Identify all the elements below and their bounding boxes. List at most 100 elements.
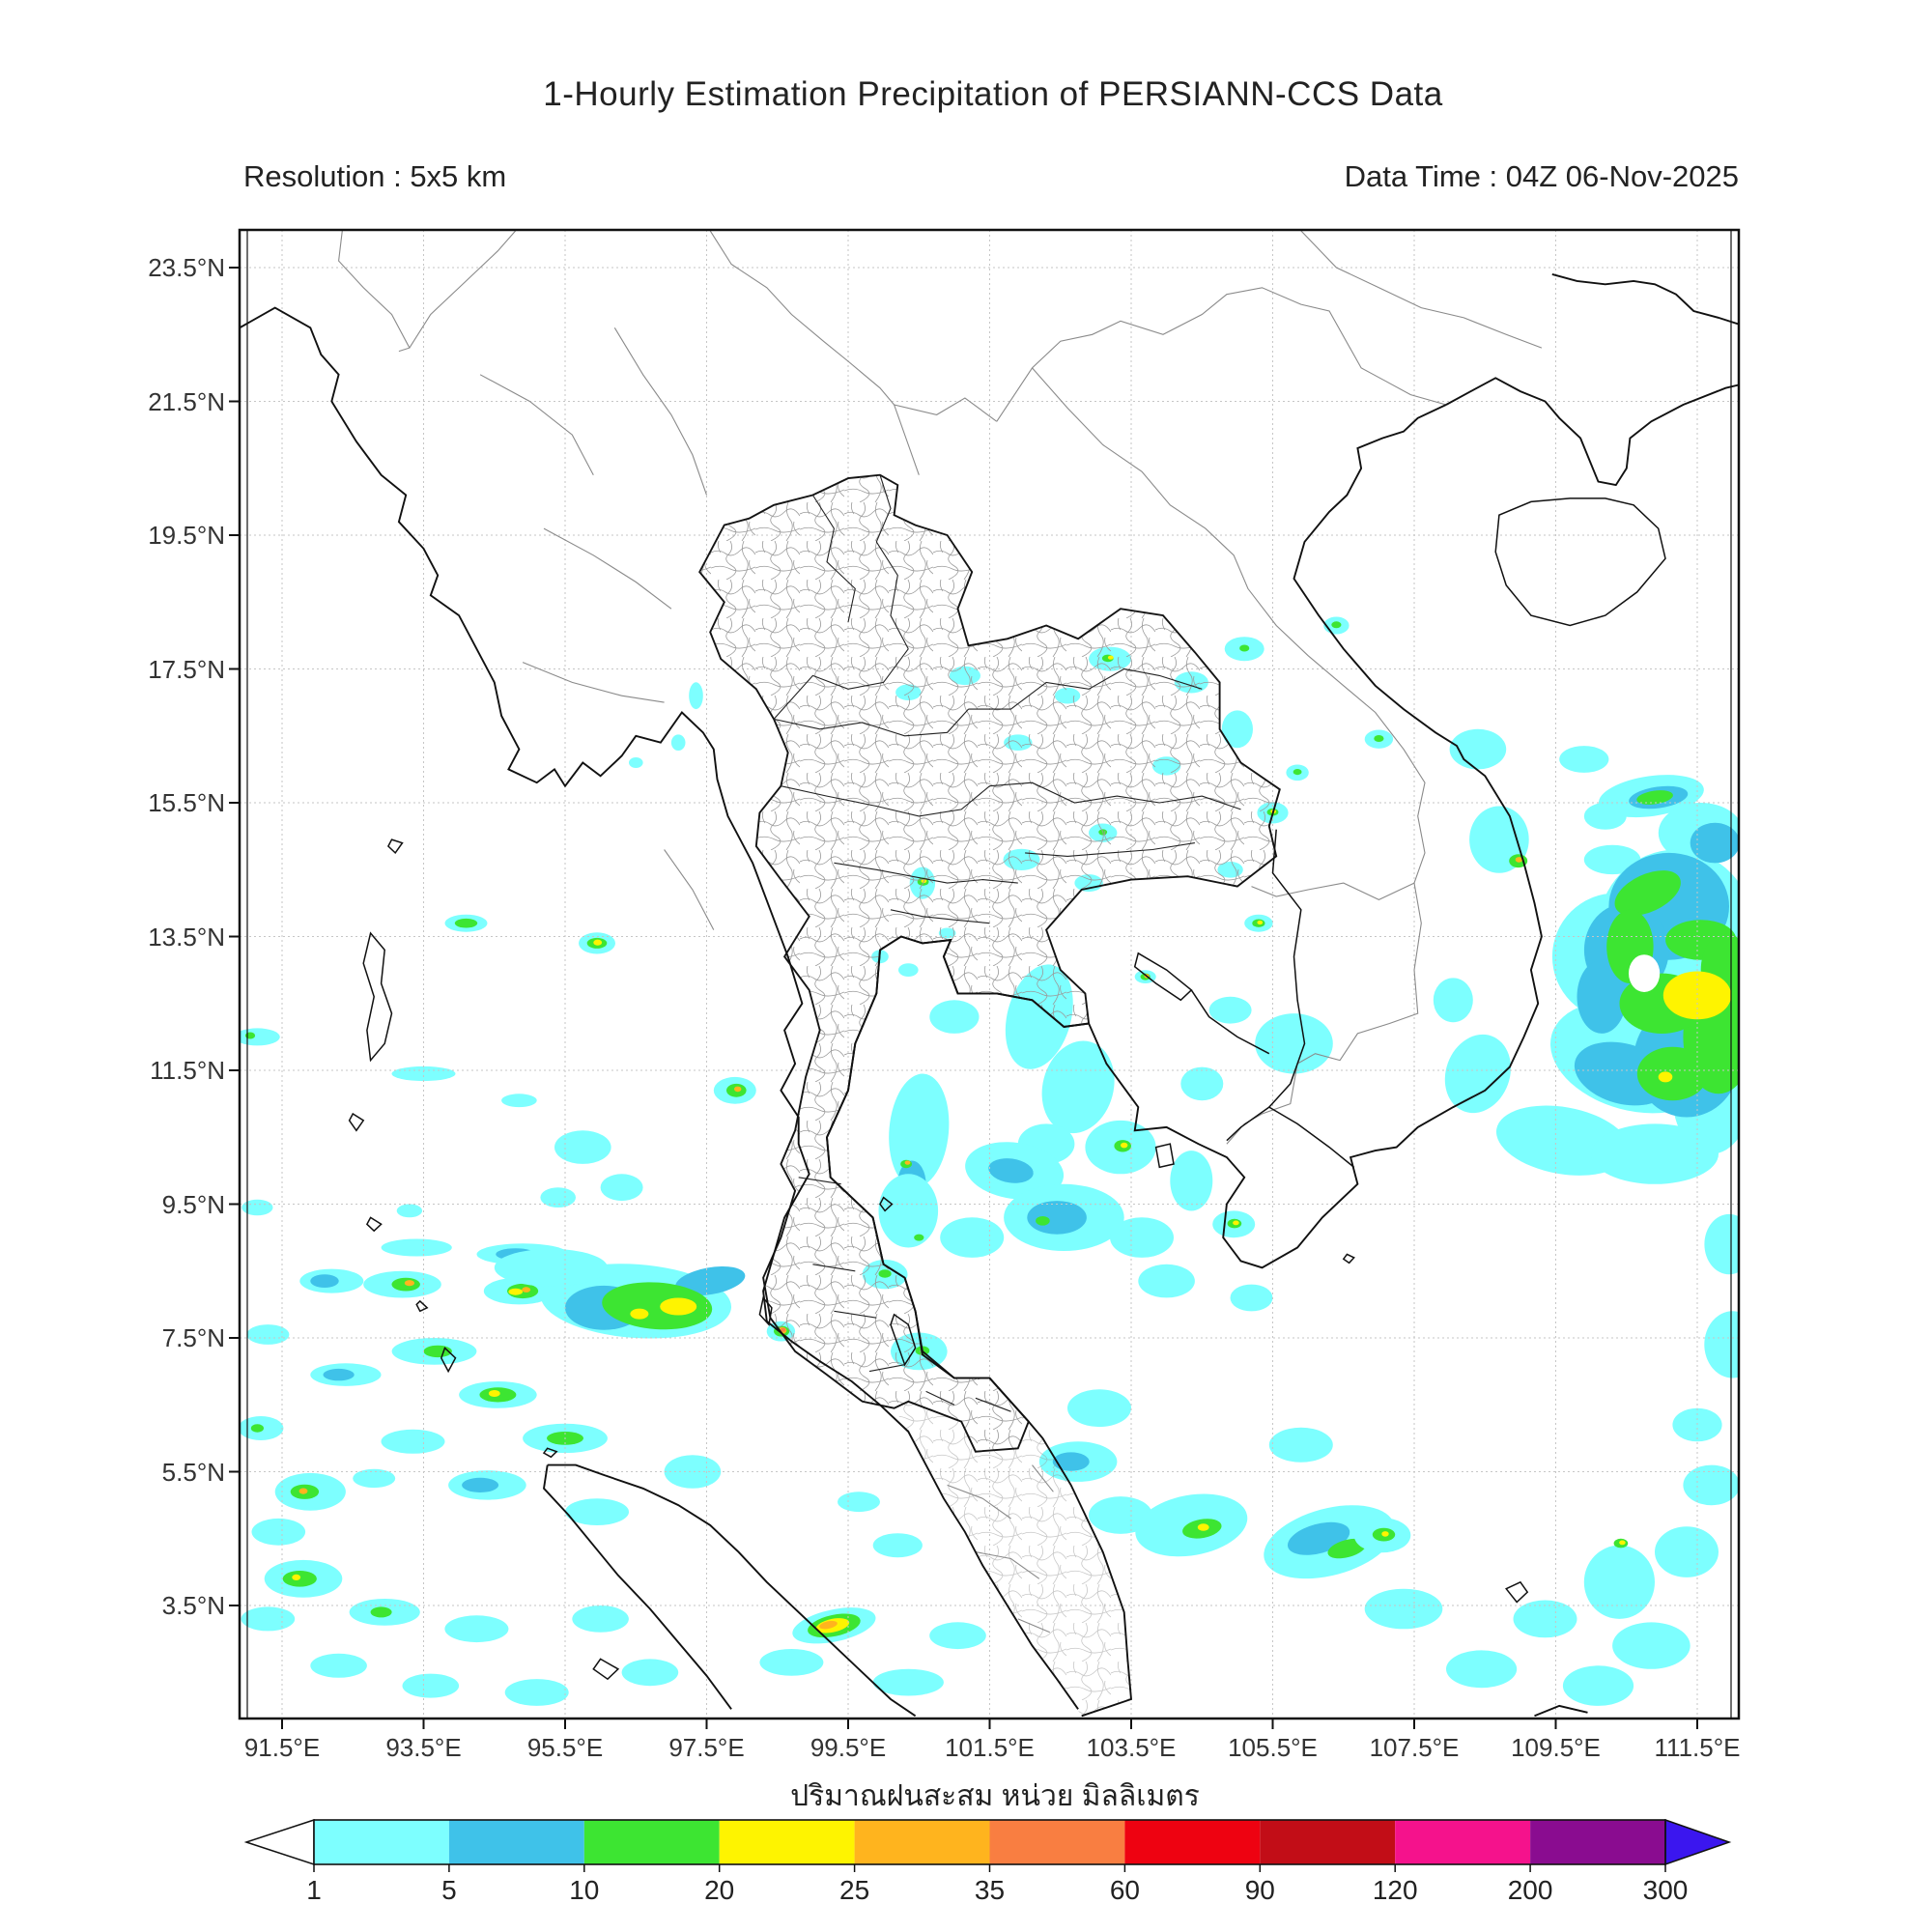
y-tick-label: 7.5°N [161, 1323, 225, 1352]
precip-cell [370, 1606, 392, 1618]
y-tick-label: 15.5°N [148, 788, 225, 817]
x-tick-label: 93.5°E [385, 1733, 462, 1762]
province-border [834, 1310, 877, 1319]
precip-cell [1036, 1216, 1050, 1226]
island [1133, 952, 1193, 1002]
precip-cell [759, 1649, 824, 1676]
country-border [709, 230, 998, 422]
x-tick-label: 111.5°E [1654, 1733, 1741, 1762]
island [362, 931, 393, 1063]
island [890, 1313, 917, 1367]
colorbar [243, 1818, 1732, 1872]
precip-cell [1110, 1217, 1174, 1258]
precip-cell [1636, 790, 1673, 805]
precip-cell [872, 1668, 944, 1696]
precipitation-layer [240, 616, 1739, 1706]
colorbar-tick-label: 20 [704, 1875, 735, 1905]
province-border [1025, 842, 1195, 857]
precip-cell [241, 1606, 296, 1632]
colorbar-caption: ปริมาณฝนสะสม หน่วย มิลลิเมตร [790, 1780, 1200, 1812]
precip-cell [689, 682, 703, 710]
resolution-label: Resolution : 5x5 km [243, 159, 507, 193]
province-border [925, 1390, 955, 1406]
precip-cell [872, 1533, 923, 1558]
precip-cell [914, 1234, 924, 1241]
colorbar-segment [314, 1820, 449, 1864]
colorbar-segment [719, 1820, 855, 1864]
precip-cell [381, 1238, 452, 1257]
island [758, 1295, 773, 1326]
precip-cell [310, 1653, 367, 1678]
precip-cell [602, 1282, 713, 1330]
precip-cell [670, 734, 686, 751]
x-tick-label: 97.5°E [668, 1733, 745, 1762]
precip-cell [1515, 857, 1523, 863]
country-border [409, 230, 517, 349]
precip-cell [1583, 1545, 1655, 1619]
precip-cell [404, 1280, 414, 1287]
island [1494, 497, 1666, 627]
colorbar-segment [1124, 1820, 1261, 1864]
precip-cell [940, 1217, 1005, 1258]
precip-cell [1052, 1452, 1090, 1471]
country-border [947, 1484, 1011, 1520]
province-border [975, 1397, 1011, 1412]
y-tick-label: 5.5°N [161, 1457, 225, 1487]
precip-cell [444, 1615, 509, 1643]
colorbar-segment [1395, 1820, 1531, 1864]
precip-cell [1513, 1600, 1577, 1638]
country-border [1032, 1464, 1054, 1492]
precip-cell [396, 1204, 423, 1218]
country-border [479, 374, 594, 475]
precip-cell [630, 1308, 649, 1320]
colorbar-tick-label: 120 [1372, 1875, 1418, 1905]
precip-cell [1704, 1311, 1739, 1378]
precip-cell [878, 1174, 939, 1248]
country-border [543, 527, 672, 610]
country-border [1032, 367, 1426, 884]
country-border [1226, 883, 1422, 1145]
province-border [781, 785, 990, 817]
precip-cell [323, 1368, 355, 1381]
precip-cell [565, 1498, 629, 1525]
precip-cell [1629, 954, 1661, 992]
province-border [811, 495, 856, 623]
coastline [240, 306, 1079, 1710]
colorbar-tick-label: 60 [1109, 1875, 1140, 1905]
precip-cell [819, 1620, 838, 1630]
coastline [547, 1463, 917, 1718]
precip-cell [242, 1199, 273, 1216]
precip-cell [1683, 1464, 1739, 1506]
country-border [1017, 1618, 1051, 1634]
precip-cell [1619, 1540, 1626, 1546]
x-tick-label: 101.5°E [945, 1733, 1035, 1762]
precip-cell [660, 1297, 697, 1316]
y-tick-label: 21.5°N [148, 386, 225, 416]
colorbar-segment [1530, 1820, 1665, 1864]
precip-cell [454, 918, 478, 928]
province-border [868, 1364, 905, 1373]
precip-cell [1121, 1142, 1128, 1149]
precip-cell [501, 1094, 537, 1108]
precip-cell [240, 1028, 280, 1046]
colorbar-segment [854, 1820, 990, 1864]
precip-cell [504, 1679, 569, 1706]
precip-cell [251, 1518, 306, 1546]
precip-cell [522, 1287, 531, 1293]
y-tick-label: 11.5°N [150, 1056, 225, 1085]
precip-cell [1255, 1013, 1333, 1074]
precip-cell [246, 1324, 290, 1345]
precip-cell [1239, 644, 1250, 652]
precip-cell [1583, 844, 1641, 875]
precip-cell [1257, 920, 1264, 925]
country-border [522, 662, 665, 703]
precip-cell [1180, 1066, 1224, 1101]
province-border [773, 648, 909, 720]
precip-cell [1089, 1496, 1152, 1534]
precip-cell [1612, 1622, 1690, 1669]
precip-cell [1197, 1523, 1209, 1531]
precip-cell [554, 1130, 611, 1164]
precip-cell [1614, 870, 1681, 916]
precip-cell [1658, 1071, 1673, 1083]
